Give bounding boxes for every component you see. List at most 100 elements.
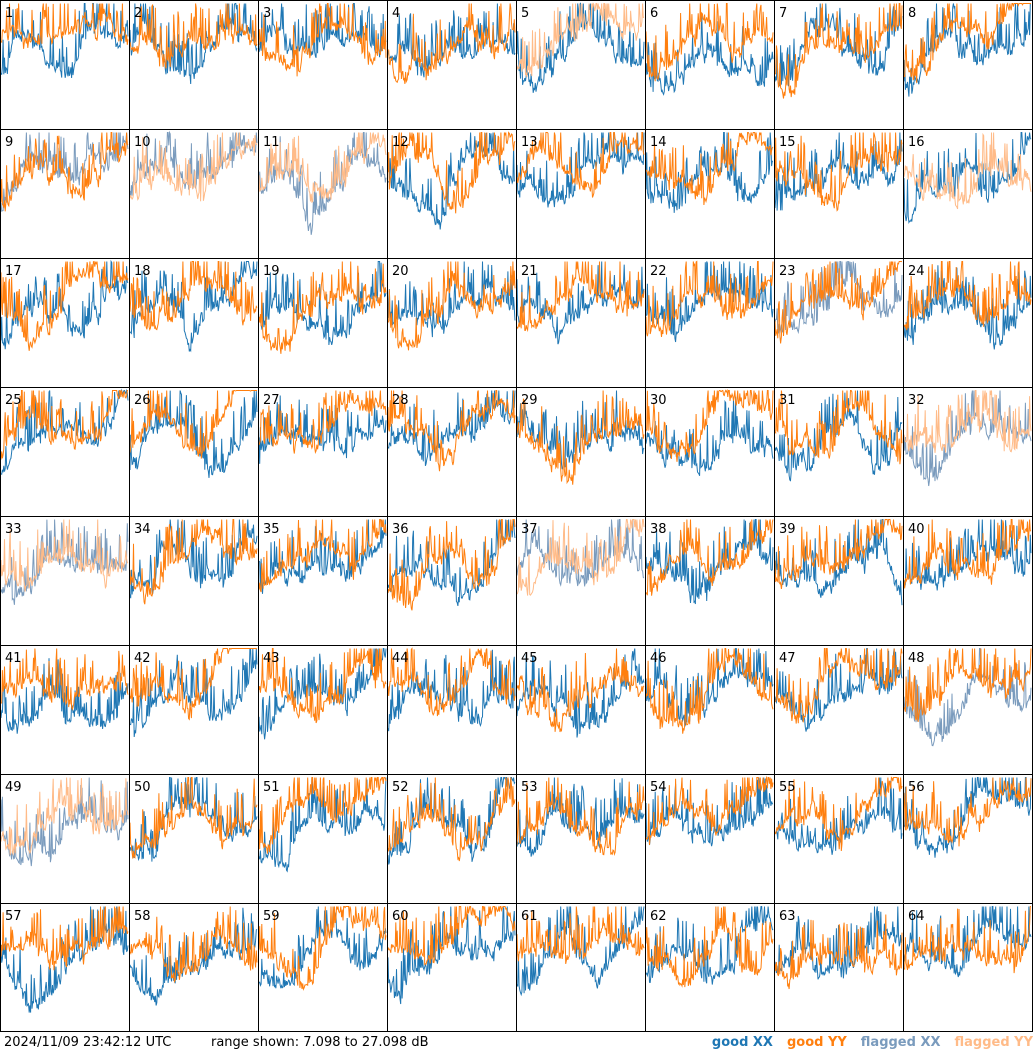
- yy-trace-8: [903, 2, 1031, 83]
- yy-trace-18: [129, 261, 258, 332]
- panel-39: 39: [774, 516, 904, 646]
- legend-good-yy: good YY: [786, 1035, 847, 1050]
- yy-trace-10: [129, 132, 258, 202]
- panel-border-3: [258, 0, 388, 130]
- yy-trace-6: [645, 3, 774, 82]
- yy-trace-2: [129, 3, 258, 69]
- panel-55: 55: [774, 774, 904, 904]
- panel-17: 17: [0, 258, 130, 388]
- footer: 2024/11/09 23:42:12 UTC range shown: 7.0…: [0, 1032, 1033, 1053]
- panel-label-15: 15: [779, 135, 796, 150]
- yy-trace-46: [645, 648, 774, 734]
- panel-2: 2: [129, 0, 259, 130]
- panel-label-57: 57: [5, 909, 22, 924]
- panel-3: 3: [258, 0, 388, 130]
- panel-label-11: 11: [263, 135, 280, 150]
- xx-trace-26: [129, 390, 258, 478]
- panel-46: 46: [645, 645, 775, 775]
- panel-label-35: 35: [263, 522, 280, 537]
- yy-trace-64: [903, 906, 1031, 974]
- panel-19: 19: [258, 258, 388, 388]
- yy-trace-35: [258, 519, 387, 593]
- panel-8: 8: [903, 0, 1033, 130]
- panel-34: 34: [129, 516, 259, 646]
- xx-trace-36: [387, 519, 516, 607]
- panel-33: 33: [0, 516, 130, 646]
- legend-flagged-yy: flagged YY: [954, 1035, 1033, 1050]
- panel-31: 31: [774, 387, 904, 517]
- panel-21: 21: [516, 258, 646, 388]
- panel-29: 29: [516, 387, 646, 517]
- xx-trace-63: [774, 906, 903, 980]
- xx-trace-49: [0, 777, 129, 867]
- panel-label-30: 30: [650, 393, 667, 408]
- panel-label-4: 4: [392, 6, 400, 21]
- panel-label-62: 62: [650, 909, 667, 924]
- panel-52: 52: [387, 774, 517, 904]
- yy-trace-4: [387, 3, 516, 84]
- panel-22: 22: [645, 258, 775, 388]
- panel-label-58: 58: [134, 909, 151, 924]
- xx-trace-24: [903, 265, 1032, 350]
- xx-trace-55: [774, 777, 903, 855]
- panel-label-60: 60: [392, 909, 409, 924]
- panel-42: 42: [129, 645, 259, 775]
- yy-trace-13: [516, 132, 645, 198]
- timestamp: 2024/11/09 23:42:12 UTC: [4, 1035, 172, 1050]
- panel-43: 43: [258, 645, 388, 775]
- xx-trace-30: [645, 396, 774, 476]
- panel-label-64: 64: [908, 909, 925, 924]
- xx-trace-15: [774, 132, 903, 211]
- yy-trace-63: [774, 914, 903, 990]
- panel-label-9: 9: [5, 135, 13, 150]
- yy-trace-43: [258, 648, 387, 724]
- panel-label-19: 19: [263, 264, 280, 279]
- yy-trace-60: [387, 906, 516, 966]
- panel-45: 45: [516, 645, 646, 775]
- panel-label-63: 63: [779, 909, 796, 924]
- yy-trace-24: [903, 261, 1032, 331]
- panel-18: 18: [129, 258, 259, 388]
- panel-32: 32: [903, 387, 1033, 517]
- panel-40: 40: [903, 516, 1033, 646]
- panel-30: 30: [645, 387, 775, 517]
- yy-trace-26: [129, 390, 257, 459]
- legend: good XX good YY flagged XX flagged YY: [698, 1035, 1033, 1050]
- xx-trace-53: [516, 777, 645, 857]
- panel-label-12: 12: [392, 135, 409, 150]
- yy-trace-49: [0, 777, 129, 856]
- panel-4: 4: [387, 0, 517, 130]
- panel-label-23: 23: [779, 264, 796, 279]
- xx-trace-50: [129, 777, 258, 862]
- xx-trace-13: [516, 132, 645, 208]
- panel-label-54: 54: [650, 780, 667, 795]
- panel-36: 36: [387, 516, 517, 646]
- panel-label-25: 25: [5, 393, 22, 408]
- range-label: range shown: 7.098 to 27.098 dB: [211, 1035, 429, 1050]
- yy-trace-11: [258, 132, 387, 204]
- yy-trace-58: [129, 906, 258, 984]
- panel-63: 63: [774, 903, 904, 1032]
- panel-54: 54: [645, 774, 775, 904]
- yy-trace-33: [0, 519, 129, 592]
- panel-61: 61: [516, 903, 646, 1032]
- yy-trace-1: [0, 3, 129, 49]
- panel-label-52: 52: [392, 780, 409, 795]
- yy-trace-61: [516, 906, 645, 964]
- yy-trace-39: [774, 519, 903, 589]
- xx-trace-51: [258, 777, 387, 873]
- panel-41: 41: [0, 645, 130, 775]
- yy-trace-21: [516, 261, 645, 333]
- yy-trace-3: [258, 3, 387, 77]
- yy-trace-31: [774, 390, 903, 465]
- panel-label-16: 16: [908, 135, 925, 150]
- xx-trace-43: [258, 648, 387, 740]
- yy-trace-50: [129, 777, 258, 860]
- yy-trace-45: [516, 648, 645, 733]
- xx-trace-2: [129, 3, 258, 85]
- xx-trace-58: [129, 907, 258, 1006]
- panel-6: 6: [645, 0, 775, 130]
- panel-26: 26: [129, 387, 259, 517]
- yy-trace-57: [0, 906, 129, 971]
- panel-59: 59: [258, 903, 388, 1032]
